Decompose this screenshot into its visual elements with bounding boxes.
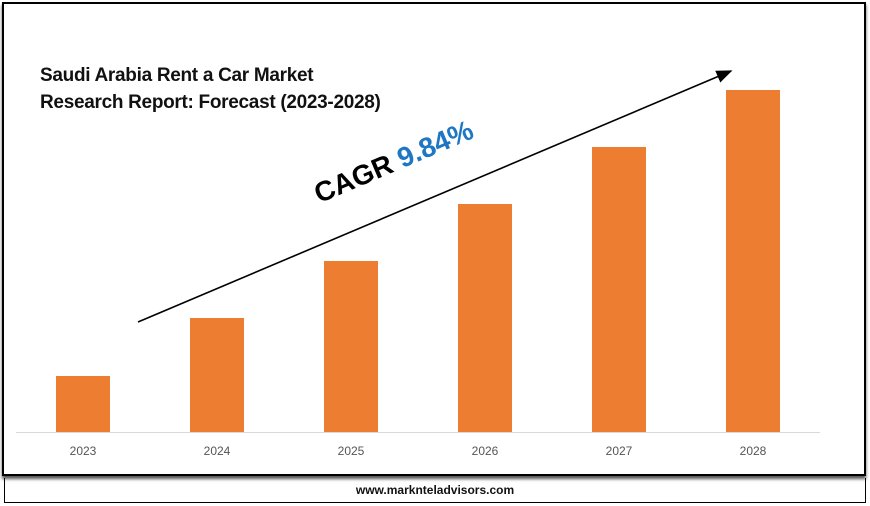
bar-2023 <box>56 376 110 432</box>
trend-arrow <box>137 70 733 323</box>
title-line-1: Saudi Arabia Rent a Car Market <box>40 65 314 86</box>
bar-2024 <box>190 318 244 432</box>
bar-2028 <box>726 90 780 432</box>
x-tick-label: 2027 <box>606 444 633 458</box>
bar-2026 <box>458 204 512 432</box>
x-tick-label: 2025 <box>338 444 365 458</box>
x-tick-label: 2023 <box>70 444 97 458</box>
bar-2025 <box>324 261 378 432</box>
bar-2027 <box>592 147 646 432</box>
chart-title: Saudi Arabia Rent a Car Market Research … <box>40 62 381 116</box>
title-line-2: Research Report: Forecast (2023-2028) <box>40 92 381 113</box>
x-tick-label: 2026 <box>472 444 499 458</box>
x-tick-label: 2024 <box>204 444 231 458</box>
x-tick-label: 2028 <box>740 444 767 458</box>
footer-website: www.marknteladvisors.com <box>4 478 866 503</box>
